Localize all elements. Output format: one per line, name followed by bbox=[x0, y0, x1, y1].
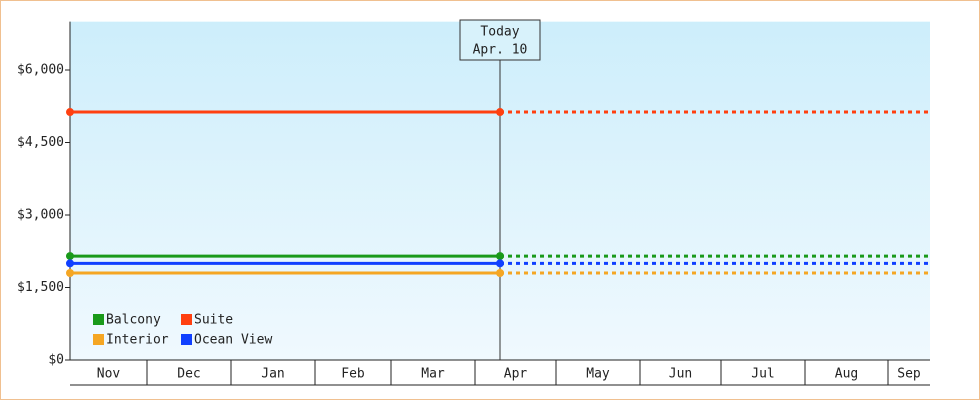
x-tick-label: Mar bbox=[421, 367, 445, 382]
price-point bbox=[66, 269, 74, 277]
x-tick-label: Jun bbox=[669, 367, 692, 382]
price-point bbox=[66, 252, 74, 261]
x-tick-label: May bbox=[586, 367, 610, 382]
today-label: Apr. 10 bbox=[473, 43, 528, 58]
x-tick-label: Jan bbox=[261, 367, 284, 382]
price-point bbox=[496, 108, 504, 117]
legend-label: Interior bbox=[106, 333, 169, 348]
price-point bbox=[496, 269, 504, 277]
x-tick-label: Feb bbox=[341, 367, 365, 382]
price-point bbox=[66, 108, 74, 117]
legend-label: Ocean View bbox=[194, 333, 272, 348]
legend-label: Balcony bbox=[106, 313, 161, 328]
x-tick-label: Apr bbox=[504, 367, 528, 382]
price-point bbox=[496, 259, 504, 268]
y-tick-label: $0 bbox=[48, 353, 64, 368]
y-tick-label: $6,000 bbox=[17, 63, 64, 78]
x-tick-label: Nov bbox=[97, 367, 121, 382]
legend-swatch bbox=[181, 314, 192, 325]
legend-swatch bbox=[93, 314, 104, 325]
price-point bbox=[66, 259, 74, 268]
today-box bbox=[459, 19, 541, 61]
x-tick-label: Dec bbox=[177, 367, 200, 382]
legend-swatch bbox=[181, 334, 192, 345]
legend-label: Suite bbox=[194, 313, 233, 328]
y-tick-label: $1,500 bbox=[17, 280, 64, 295]
legend-swatch bbox=[93, 334, 104, 345]
x-tick-label: Jul bbox=[751, 367, 774, 382]
x-tick-label: Sep bbox=[897, 367, 921, 382]
price-point bbox=[496, 252, 504, 261]
today-title: Today bbox=[480, 25, 519, 40]
y-tick-label: $4,500 bbox=[17, 135, 64, 150]
y-tick-label: $3,000 bbox=[17, 208, 64, 223]
x-tick-label: Aug bbox=[835, 367, 858, 382]
